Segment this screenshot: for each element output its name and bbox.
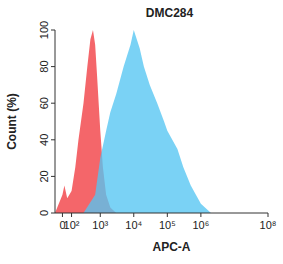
x-tick-label: 10⁴ [125, 219, 142, 231]
x-axis-label: APC-A [153, 240, 191, 254]
y-tick [51, 103, 55, 104]
chart: DMC284020406080100010²10³10⁴10⁵10⁶10⁸APC… [0, 0, 283, 264]
x-tick [268, 213, 269, 217]
y-tick-label: 0 [38, 210, 50, 216]
x-tick [200, 213, 201, 217]
y-tick [51, 139, 55, 140]
x-tick-label: 10⁸ [260, 219, 277, 231]
x-tick-label: 10⁶ [192, 219, 209, 231]
y-tick [51, 176, 55, 177]
y-axis-label: Count (%) [5, 93, 19, 150]
x-axis-line [55, 213, 268, 214]
y-axis-line [55, 30, 56, 213]
x-tick [133, 213, 134, 217]
y-tick-label: 20 [38, 170, 50, 182]
x-tick-label: 10⁵ [159, 219, 176, 231]
x-tick [167, 213, 168, 217]
title: DMC284 [146, 6, 194, 20]
histogram-area [83, 30, 210, 213]
x-tick-label: 10³ [92, 219, 108, 231]
x-tick [71, 213, 72, 217]
plot-area [55, 30, 211, 213]
y-tick-label: 60 [38, 97, 50, 109]
y-tick-label: 40 [38, 134, 50, 146]
x-tick [100, 213, 101, 217]
x-tick [62, 213, 63, 217]
x-tick-label: 10² [64, 219, 80, 231]
y-tick [51, 66, 55, 67]
y-tick-label: 80 [38, 60, 50, 72]
y-tick-label: 100 [38, 21, 50, 39]
y-tick [51, 213, 55, 214]
y-tick [51, 30, 55, 31]
